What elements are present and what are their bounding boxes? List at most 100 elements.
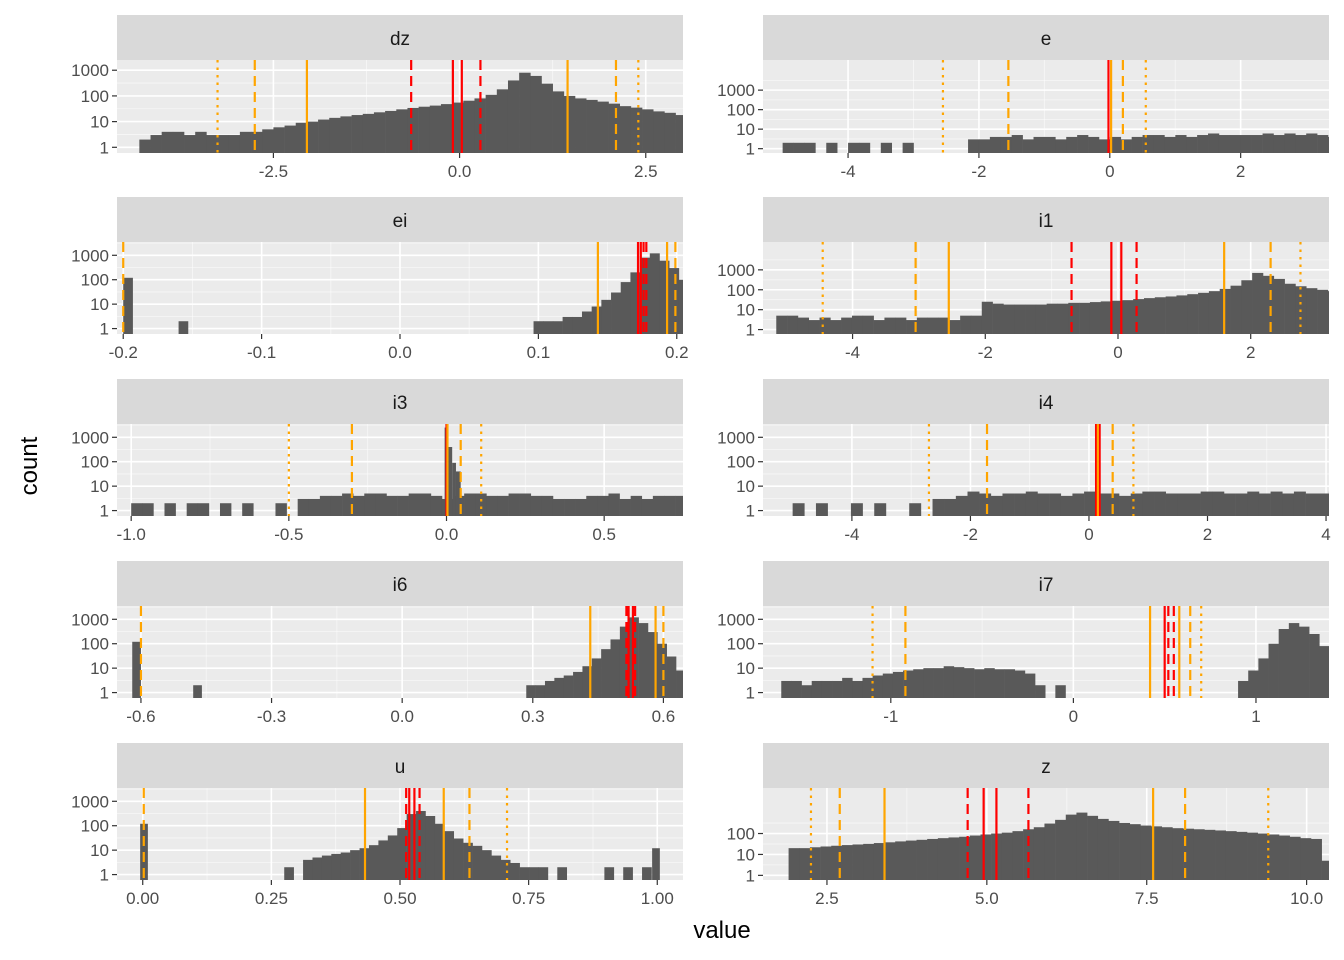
histogram-bar	[913, 669, 924, 698]
histogram-bar	[619, 106, 632, 153]
histogram-bar	[608, 493, 620, 516]
histogram-bar	[619, 498, 631, 516]
histogram-bar	[1240, 135, 1252, 153]
histogram-bar	[653, 111, 665, 153]
histogram-bar	[832, 680, 843, 698]
y-tick-label: 100	[727, 453, 755, 472]
histogram-bar	[1014, 670, 1026, 698]
histogram-bar	[586, 99, 598, 153]
histogram-bar	[1089, 302, 1102, 334]
y-tick-label: 100	[727, 281, 755, 300]
histogram-bar	[164, 503, 176, 516]
histogram-bar	[820, 846, 832, 880]
histogram-bar	[529, 867, 539, 880]
histogram-bar	[841, 317, 853, 334]
facet-panel-ei: ei 1 10 100 1000 -0.2 -0.1 0.0 0.1 0.2	[71, 197, 689, 362]
histogram-bar	[1154, 297, 1166, 334]
histogram-bar	[500, 859, 511, 880]
histogram-bar	[452, 102, 464, 153]
histogram-bar	[1035, 685, 1046, 698]
histogram-bar	[652, 495, 665, 516]
x-tick-label: 0.75	[512, 889, 545, 908]
y-tick-label: 10	[90, 477, 109, 496]
histogram-bar	[378, 840, 389, 880]
histogram-bar	[804, 142, 816, 153]
histogram-bar	[455, 471, 461, 516]
histogram-bar	[318, 119, 330, 153]
histogram-bar	[362, 113, 375, 153]
histogram-bar	[1000, 136, 1012, 153]
histogram-bar	[552, 91, 565, 153]
histogram-bar	[969, 835, 981, 880]
y-tick-label: 10	[736, 301, 755, 320]
y-tick-label: 10	[90, 841, 109, 860]
histogram-bar	[197, 503, 210, 516]
histogram-bar	[1284, 133, 1296, 153]
histogram-bar	[519, 493, 532, 516]
histogram-bar	[937, 838, 949, 880]
histogram-bar	[195, 131, 207, 153]
histogram-bar	[781, 680, 792, 698]
histogram-bar	[1095, 493, 1108, 516]
histogram-bar	[591, 658, 602, 698]
histogram-bar	[1098, 139, 1111, 153]
histogram-bar	[623, 867, 633, 880]
x-tick-label: 2	[1203, 525, 1212, 544]
histogram-bar	[1188, 493, 1201, 516]
facet-panel-i3: i3 1 10 100 1000 -1.0 -0.5 0.0 0.5	[71, 379, 683, 544]
histogram-bar	[1289, 836, 1301, 880]
histogram-bar	[1208, 291, 1221, 334]
histogram-bar	[591, 306, 602, 334]
histogram-bar	[1154, 491, 1166, 516]
x-tick-label: 2	[1236, 162, 1245, 181]
histogram-bar	[1328, 136, 1329, 153]
histogram-bar	[1130, 493, 1143, 516]
x-tick-label: 0.2	[665, 343, 689, 362]
y-tick-label: 10	[736, 659, 755, 678]
facet-strip-label: i1	[1039, 211, 1054, 232]
histogram-bar	[1293, 491, 1306, 516]
histogram-bar	[340, 852, 351, 880]
histogram-bar	[464, 493, 476, 516]
histogram-bar	[1044, 823, 1056, 880]
y-tick-label: 1000	[717, 81, 755, 100]
histogram-bar	[1284, 283, 1296, 334]
histogram-bar	[610, 639, 621, 698]
facet-strip-label: i6	[393, 575, 408, 596]
histogram-bar	[895, 317, 907, 334]
x-tick-label: 0.6	[652, 707, 676, 726]
y-tick-label: 1000	[717, 428, 755, 447]
x-tick-label: -0.2	[109, 343, 138, 362]
histogram-bar	[892, 671, 904, 698]
facet-panel-i7: i7 1 10 100 1000 -1 0 1	[717, 561, 1329, 726]
histogram-bar	[872, 675, 884, 698]
x-tick-label: -4	[844, 525, 859, 544]
histogram-bar	[1025, 491, 1038, 516]
histogram-bars	[776, 242, 1329, 334]
histogram-bar	[675, 495, 683, 516]
histogram-bar	[541, 83, 553, 153]
x-tick-label: 1.00	[641, 889, 674, 908]
histogram-bar	[538, 867, 549, 880]
histogram-bar	[481, 850, 492, 880]
histogram-bar	[943, 666, 955, 698]
histogram-bar	[799, 848, 811, 880]
histogram-bar	[850, 503, 863, 516]
histogram-bar	[1144, 298, 1156, 334]
histogram-bar	[1037, 493, 1050, 516]
histogram-bar	[1258, 658, 1269, 698]
histogram-bar	[1004, 669, 1016, 698]
histogram-bar	[533, 321, 544, 334]
histogram-bar	[1279, 835, 1290, 880]
histogram-bar	[308, 498, 321, 516]
histogram-bar	[1065, 814, 1077, 880]
histogram-bar	[273, 127, 285, 153]
histogram-bar	[407, 107, 419, 153]
histogram-bar	[604, 867, 615, 880]
histogram-bar	[1177, 493, 1190, 516]
histogram-bar	[563, 675, 574, 698]
histogram-bar	[472, 845, 483, 880]
x-tick-label: -2	[963, 525, 978, 544]
histogram-bar	[916, 839, 928, 880]
